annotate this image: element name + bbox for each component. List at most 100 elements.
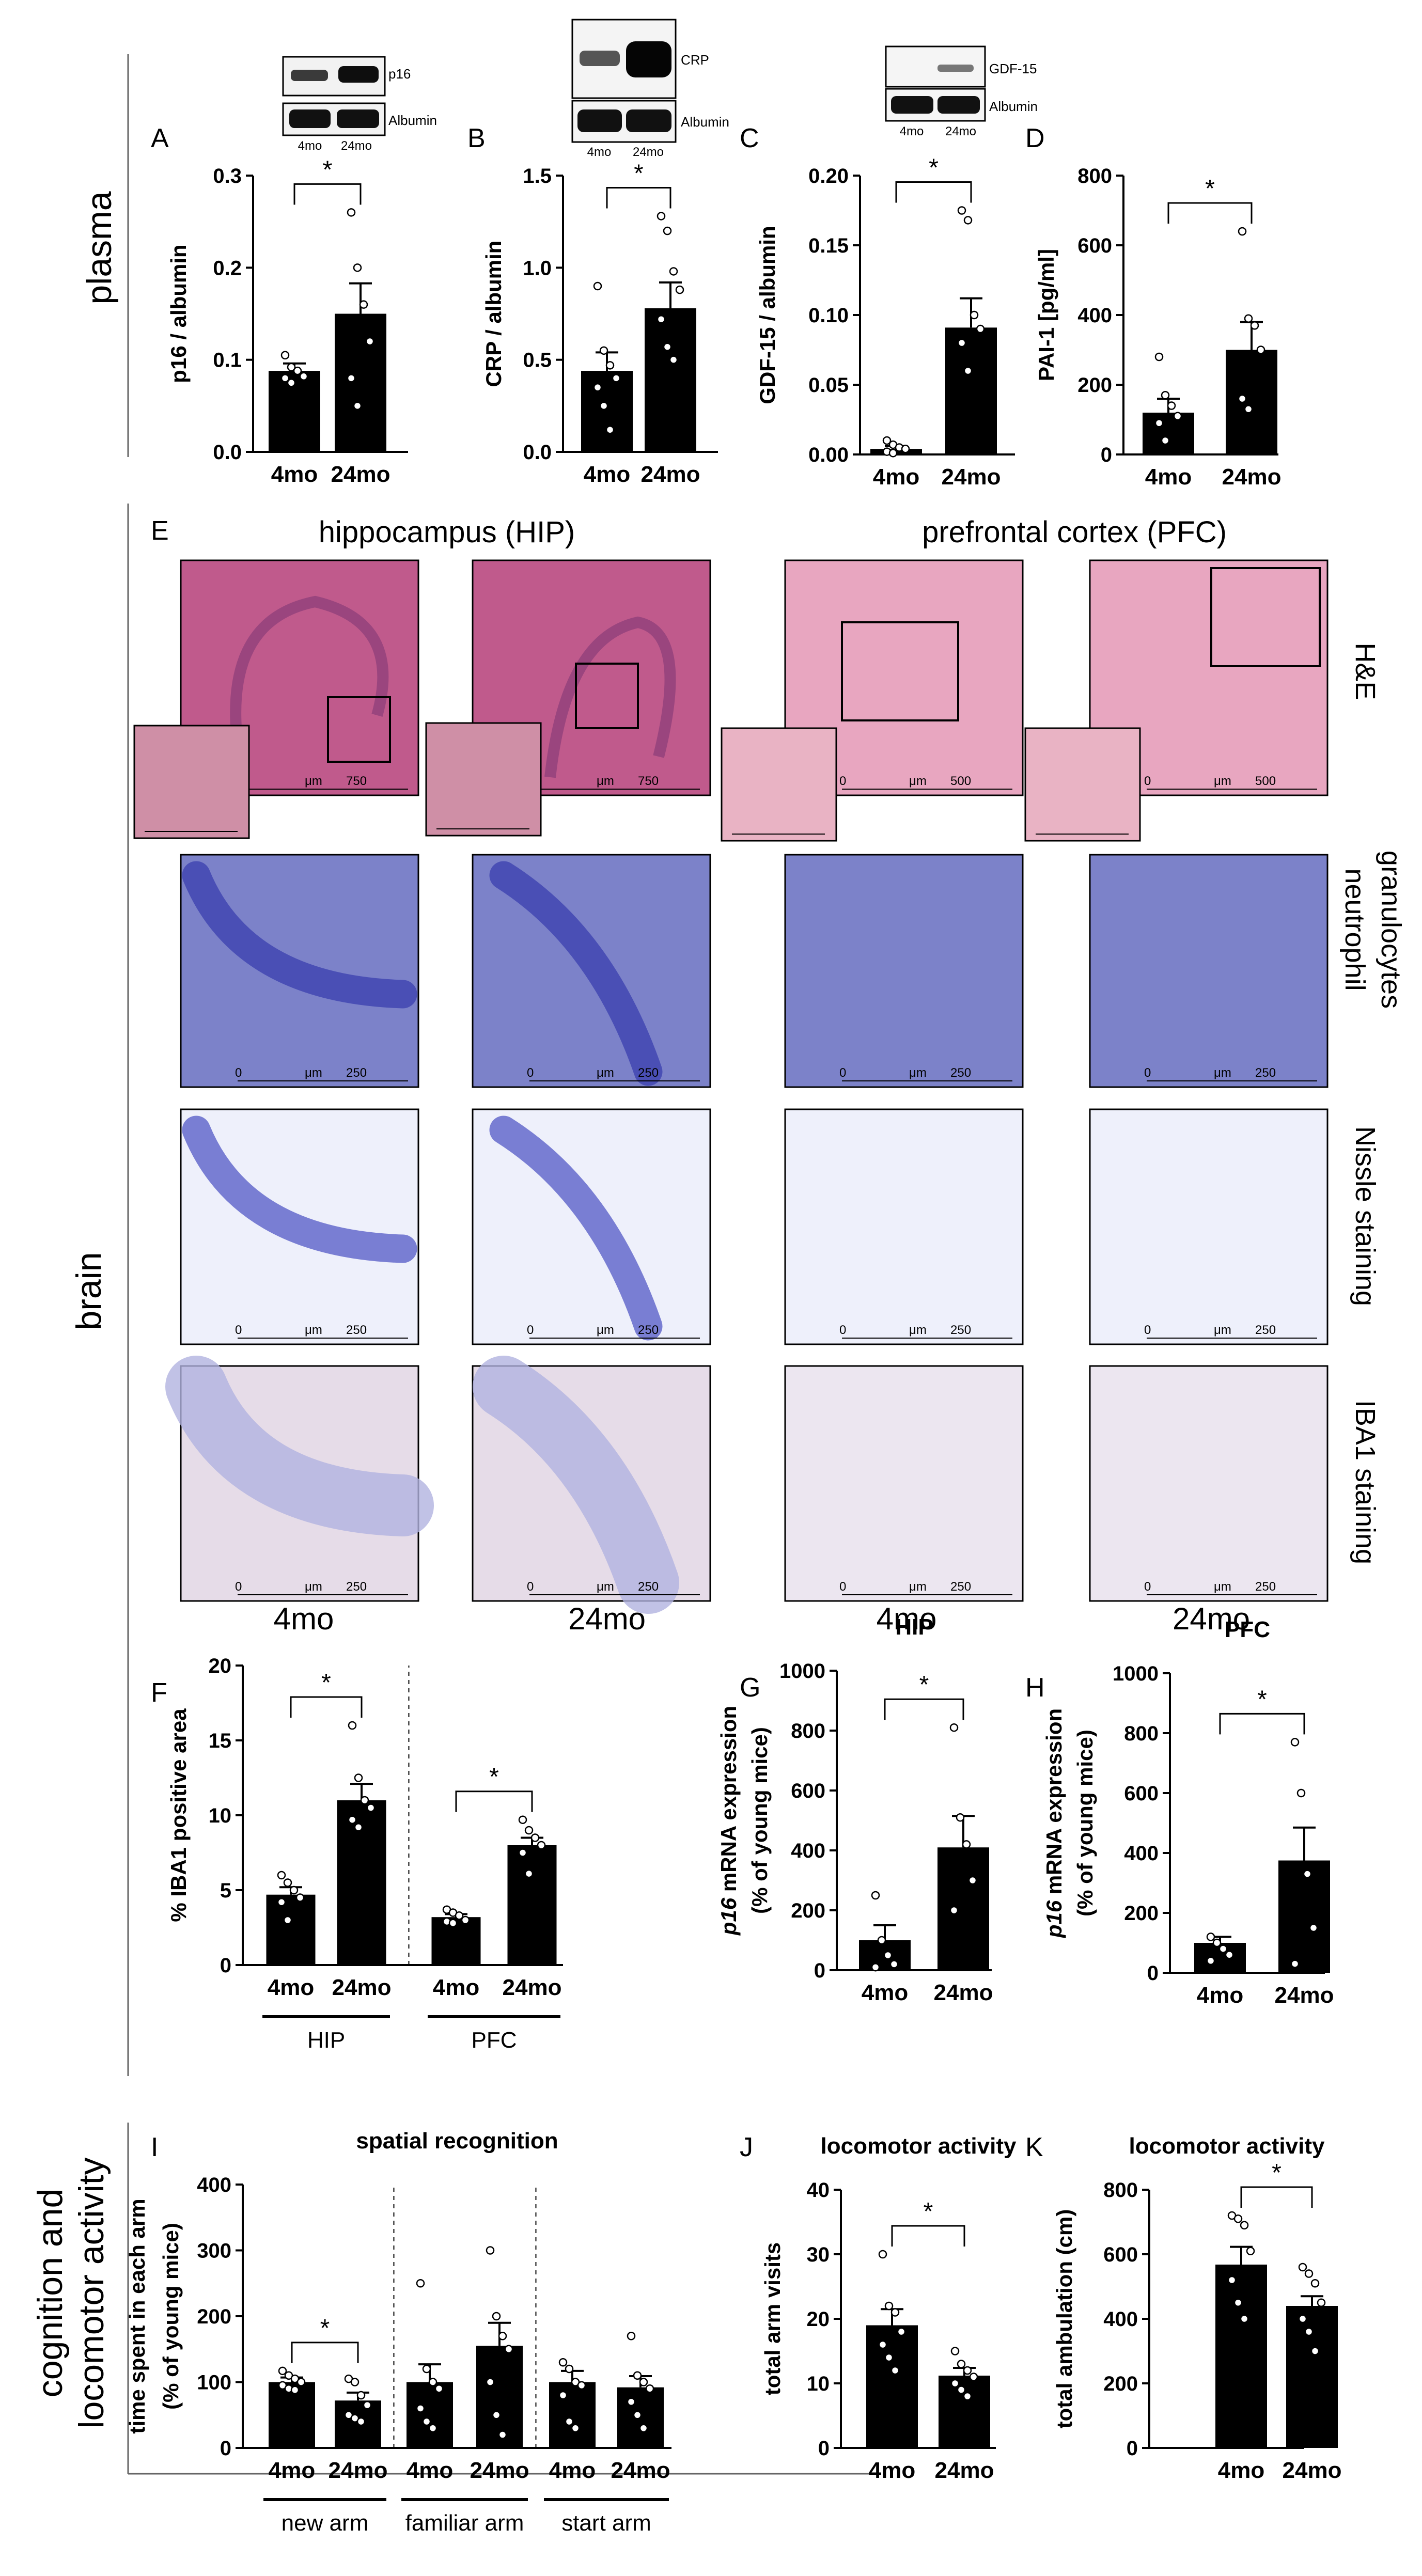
y-tick-label: 200 (1124, 1902, 1159, 1925)
data-point (558, 2358, 568, 2367)
bar (1215, 2265, 1267, 2448)
significance-bracket (606, 186, 671, 209)
x-tick-label: 4mo (873, 464, 919, 490)
scale-bar-zero: 0 (839, 1066, 846, 1080)
data-point (1233, 2214, 1243, 2223)
y-axis-label: % IBA1 positive area (166, 1708, 191, 1922)
data-point (888, 449, 898, 458)
chart-title: locomotor activity (1129, 2133, 1325, 2159)
scale-bar-zero: 0 (527, 1580, 534, 1594)
significance-bracket (455, 1790, 533, 1812)
data-point (882, 436, 892, 445)
histology-tile: 0 μm 250 (180, 1108, 419, 1345)
data-point (350, 2378, 360, 2386)
scale-bar-zero: 0 (839, 774, 846, 788)
scale-bar-zero: 0 (1144, 1323, 1151, 1337)
y-tick-label: 0 (220, 2437, 231, 2460)
y-axis-label: p16 mRNA expression (716, 1706, 741, 1936)
bar (1226, 350, 1277, 454)
y-tick-label: 300 (197, 2240, 231, 2263)
histology-row-label-neutrophil-2: granulocytes (1376, 851, 1407, 1009)
significance-star: * (321, 1669, 331, 1697)
histology-region-pfc: prefrontal cortex (PFC) (922, 515, 1227, 549)
data-point (428, 2378, 437, 2386)
charts: 0.0 0.1 0.2 0.3 4mo 24mo * p16 / albumin 0.0 0.5 1… (125, 154, 1341, 2536)
scale-bar-value: 500 (1255, 774, 1276, 788)
scale-bar-zero: 0 (527, 1066, 534, 1080)
data-point (970, 310, 979, 320)
scale-bar-value: 250 (638, 1323, 659, 1337)
section-label-cognition-2: locomotor activity (72, 2157, 111, 2428)
y-tick-label: 1000 (1113, 1662, 1159, 1685)
data-point (353, 263, 362, 272)
data-point (957, 2385, 966, 2394)
data-point (593, 281, 602, 291)
y-axis-label: CRP / albumin (481, 241, 506, 387)
histology-inset (721, 727, 837, 842)
data-point (950, 2379, 960, 2388)
scale-bar-value: 750 (638, 774, 659, 788)
scale-bar-value: 250 (1255, 1323, 1276, 1337)
histology-tile: 0 μm 250 (784, 1365, 1024, 1602)
scale-bar-unit: μm (305, 1580, 322, 1594)
data-point (871, 1962, 880, 1972)
data-point (897, 2327, 906, 2336)
y-tick-label: 400 (197, 2174, 231, 2196)
panel-letter-h: H (1025, 1673, 1045, 1703)
data-point (278, 2366, 287, 2376)
x-tick-label: 4mo (433, 1975, 479, 2000)
data-point (1206, 1933, 1215, 1941)
y-axis-label-2: (% of young mice) (747, 1727, 772, 1914)
data-point (287, 379, 296, 387)
data-point (633, 2411, 642, 2420)
data-point (492, 2312, 501, 2321)
y-tick-label: 0 (220, 1954, 231, 1977)
y-tick-label: 600 (791, 1780, 825, 1802)
data-point (1303, 1870, 1312, 1878)
histology-col-label-3: 4mo (877, 1601, 937, 1636)
data-point (957, 2360, 966, 2368)
scale-bar-value: 250 (346, 1580, 367, 1594)
data-point (504, 2345, 513, 2353)
significance-bracket (1240, 2186, 1313, 2208)
data-point (363, 2400, 372, 2410)
chart-g: 0 200 400 600 800 1000 4mo 24mo * p16 mRNA expres… (716, 1614, 993, 2005)
histology-col-label-1: 4mo (274, 1601, 334, 1636)
section-label-cognition-1: cognition and (30, 2189, 70, 2398)
y-tick-label: 800 (791, 1720, 825, 1742)
histology-inset (425, 722, 542, 837)
data-point (949, 1906, 959, 1915)
significance-bracket (293, 183, 362, 205)
scale-bar-value: 250 (638, 1580, 659, 1594)
data-point (599, 346, 608, 355)
data-point (565, 2417, 574, 2426)
y-tick-label: 0.1 (213, 349, 242, 372)
significance-star: * (1272, 2159, 1282, 2187)
data-point (353, 401, 362, 411)
x-tick-label: 24mo (935, 2458, 994, 2483)
data-point (518, 1815, 527, 1824)
data-point (530, 1833, 540, 1842)
data-point (639, 2424, 648, 2432)
blot-p16: p16 Albumin 4mo 24mo (282, 56, 437, 153)
x-tick-label: 4mo (584, 462, 630, 487)
data-point (889, 1960, 899, 1969)
data-point (283, 1878, 292, 1887)
data-point (1212, 1938, 1222, 1947)
data-point (293, 366, 302, 375)
chart-j: 0 10 20 30 40 4mo 24mo * total arm visits locomot… (760, 2133, 1017, 2483)
scale-bar-unit: μm (1214, 1323, 1231, 1337)
x-tick-label: 24mo (503, 1975, 562, 2000)
panel-letter-i: I (151, 2132, 158, 2162)
y-tick-label: 1.0 (523, 257, 552, 279)
significance-star: * (320, 2315, 330, 2342)
y-axis-label: p16 mRNA expression (1042, 1708, 1066, 1938)
x-tick-label: 24mo (942, 464, 1001, 490)
scale-bar-value: 250 (950, 1580, 971, 1594)
section-label-brain: brain (69, 1252, 108, 1330)
y-tick-label: 400 (1124, 1842, 1159, 1865)
data-point (295, 1893, 305, 1902)
scale-bar-unit: μm (1214, 1066, 1231, 1080)
scale-bar-unit: μm (909, 774, 927, 788)
blot-p16-lane2: 24mo (341, 139, 372, 153)
